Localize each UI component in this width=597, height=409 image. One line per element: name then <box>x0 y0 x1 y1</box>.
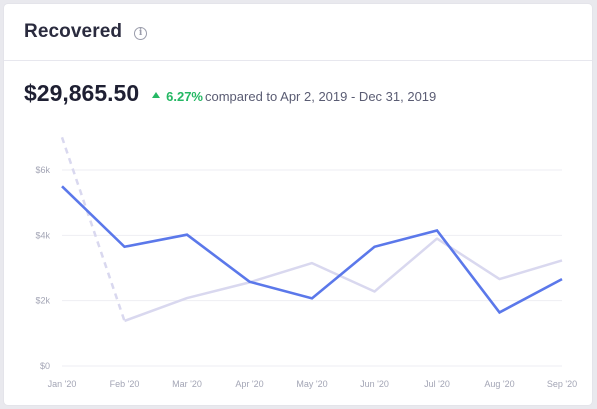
current-series-line <box>61 185 563 315</box>
summary-row: $29,865.50 6.27% compared to Apr 2, 2019… <box>24 80 436 107</box>
x-tick-label: May '20 <box>296 379 327 389</box>
x-tick-label: Jul '20 <box>424 379 450 389</box>
recovered-amount: $29,865.50 <box>24 80 140 106</box>
delta-percent: 6.27% <box>166 89 203 104</box>
y-tick-label: $2k <box>35 296 50 306</box>
y-tick-label: $6k <box>35 165 50 175</box>
x-tick-label: Mar '20 <box>172 379 202 389</box>
y-tick-label: $4k <box>35 230 50 240</box>
compare-text: compared to Apr 2, 2019 - Dec 31, 2019 <box>205 89 437 104</box>
trend-up-icon <box>152 92 161 98</box>
card-title: Recovered <box>24 21 123 42</box>
x-tick-label: Jun '20 <box>360 379 389 389</box>
x-tick-label: Aug '20 <box>484 379 514 389</box>
x-tick-label: Apr '20 <box>235 379 263 389</box>
recovered-card: Recovered i $29,865.50 6.27% compared to… <box>4 4 592 405</box>
x-tick-label: Sep '20 <box>547 379 577 389</box>
comparison-series-line <box>124 237 563 323</box>
comparison-series-lead-in <box>60 136 126 322</box>
x-tick-label: Jan '20 <box>48 379 77 389</box>
x-tick-label: Feb '20 <box>110 379 140 389</box>
y-tick-label: $0 <box>40 361 50 371</box>
card-header: Recovered i <box>4 4 592 61</box>
info-icon[interactable]: i <box>134 26 148 40</box>
